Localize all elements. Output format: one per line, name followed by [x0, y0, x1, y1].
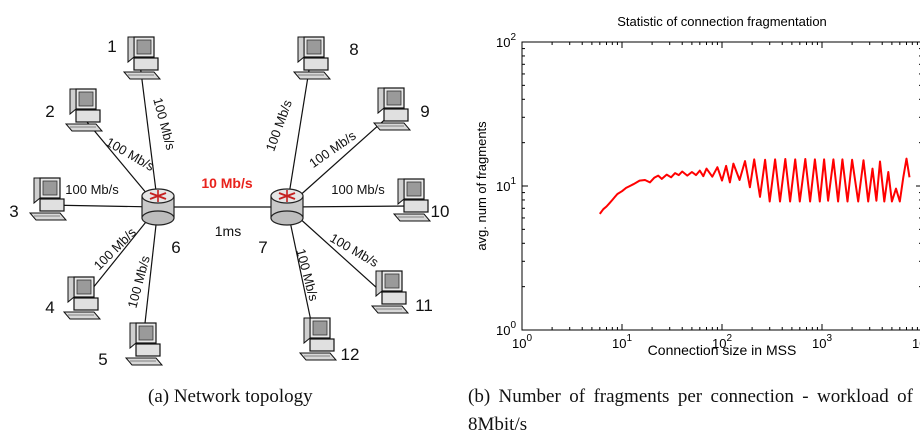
host-link-label-10: 100 Mb/s — [331, 182, 385, 197]
host-number-3: 3 — [9, 202, 18, 221]
bottleneck-delay-label: 1ms — [215, 223, 241, 239]
host-link-11 — [286, 206, 389, 299]
computer-icon — [65, 88, 103, 132]
host-link-3 — [45, 204, 159, 208]
host-number-1: 1 — [107, 37, 116, 56]
x-tick-label: 103 — [812, 333, 832, 351]
host-number-11: 11 — [415, 296, 433, 315]
router-number-7: 7 — [258, 238, 267, 257]
x-tick-label: 101 — [612, 333, 632, 351]
y-axis-ticks: 100 101 102 — [496, 32, 920, 338]
plot-frame — [521, 41, 920, 331]
computer-icon — [123, 36, 161, 80]
computer-icon — [393, 178, 431, 222]
computer-icon — [63, 276, 101, 320]
host-link-9 — [286, 114, 391, 208]
x-tick-label: 102 — [712, 333, 732, 351]
host-number-5: 5 — [98, 350, 107, 369]
y-tick-label: 102 — [496, 32, 516, 50]
y-axis-label: avg. num of fragments — [474, 121, 489, 251]
host-number-4: 4 — [45, 298, 54, 317]
host-number-10: 10 — [431, 202, 450, 221]
x-axis-label: Connection size in MSS — [648, 342, 797, 358]
y-tick-label: 100 — [496, 320, 516, 338]
host-number-8: 8 — [349, 40, 358, 59]
x-tick-label: 104 — [912, 333, 920, 351]
router-number-6: 6 — [171, 238, 180, 257]
bottleneck-bandwidth-label: 10 Mb/s — [201, 175, 253, 191]
y-tick-label: 101 — [496, 176, 516, 194]
host-number-2: 2 — [45, 102, 54, 121]
computer-icon — [299, 317, 337, 361]
fragmentation-chart: Statistic of connection fragmentation 10… — [474, 14, 920, 358]
host-link-label-1: 100 Mb/s — [150, 96, 178, 152]
host-link-1 — [139, 63, 159, 208]
caption-b: (b) Number of fragments per connection -… — [468, 386, 913, 435]
host-link-label-8: 100 Mb/s — [263, 97, 296, 153]
host-link-10 — [286, 205, 411, 208]
host-link-label-12: 100 Mb/s — [293, 247, 321, 303]
caption-a: (a) Network topology — [148, 386, 313, 407]
host-link-label-3: 100 Mb/s — [65, 182, 119, 197]
computer-icon — [371, 270, 409, 314]
computer-icon — [293, 36, 331, 80]
computer-icon — [29, 177, 67, 221]
chart-title: Statistic of connection fragmentation — [617, 14, 827, 29]
series-line — [598, 157, 911, 215]
router-icon — [141, 188, 175, 226]
x-axis-ticks: 100 101 102 103 104 — [512, 42, 920, 351]
host-link-label-4: 100 Mb/s — [91, 224, 140, 273]
computer-icon — [125, 322, 163, 366]
computer-icon — [373, 87, 411, 131]
router-icon — [270, 188, 304, 226]
x-tick-label: 100 — [512, 333, 532, 351]
host-number-12: 12 — [341, 345, 360, 364]
host-link-label-5: 100 Mb/s — [124, 254, 152, 310]
host-link-8 — [286, 63, 311, 208]
host-number-9: 9 — [420, 102, 429, 121]
